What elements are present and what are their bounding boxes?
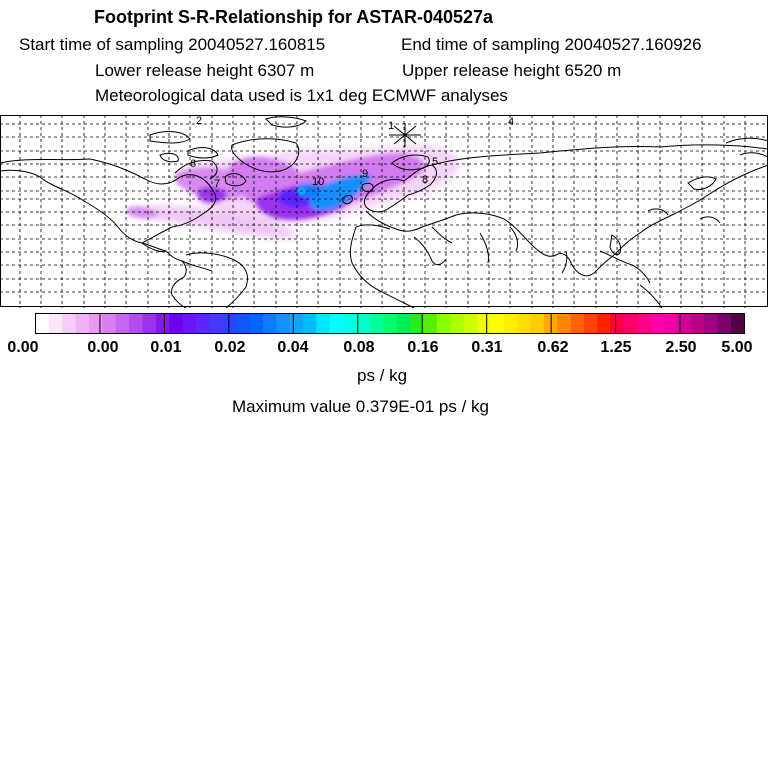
colorbar-tick-label: 5.00 xyxy=(721,339,753,356)
colorbar-swatch xyxy=(129,313,144,334)
colorbar-swatch xyxy=(35,313,50,334)
colorbar-swatch xyxy=(530,313,545,334)
colorbar-swatch xyxy=(62,313,77,334)
upper-height-text: Upper release height 6520 m xyxy=(402,61,622,80)
colorbar-swatch xyxy=(343,313,358,334)
colorbar-swatch xyxy=(249,313,264,334)
contour-label: 8 xyxy=(422,174,428,186)
contour-label: 1 xyxy=(388,120,394,132)
colorbar-swatch xyxy=(503,313,518,334)
colorbar-tick-label: 0.00 xyxy=(87,339,119,356)
colorbar-swatch xyxy=(182,313,197,334)
contour-label: 9 xyxy=(362,168,368,180)
colorbar-swatch xyxy=(303,313,318,334)
colorbar-swatch xyxy=(610,313,625,334)
lat-lon-grid xyxy=(0,115,768,308)
met-data-text: Meteorological data used is 1x1 deg ECMW… xyxy=(95,86,508,105)
colorbar-tick-label: 0.00 xyxy=(7,339,39,356)
lower-height-text: Lower release height 6307 m xyxy=(95,61,315,80)
receptor-asterisk-icon xyxy=(389,123,421,147)
colorbar-swatch xyxy=(262,313,277,334)
end-time-text: End time of sampling 20040527.160926 xyxy=(401,35,702,54)
colorbar-swatch xyxy=(717,313,732,334)
colorbar-swatch xyxy=(664,313,679,334)
colorbar-swatch xyxy=(196,313,211,334)
colorbar-swatch xyxy=(356,313,371,334)
colorbar-tick-label: 0.16 xyxy=(407,339,439,356)
colorbar-swatch xyxy=(236,313,251,334)
colorbar-tick-label: 0.04 xyxy=(277,339,309,356)
colorbar-swatch xyxy=(316,313,331,334)
contour-label: 5 xyxy=(432,156,438,168)
colorbar-swatch xyxy=(637,313,652,334)
colorbar-swatch xyxy=(650,313,665,334)
colorbar-border xyxy=(35,313,745,334)
colorbar-swatch xyxy=(169,313,184,334)
colorbar-swatch xyxy=(383,313,398,334)
colorbar-swatch xyxy=(48,313,63,334)
colorbar-swatch xyxy=(731,313,745,334)
colorbar-swatch xyxy=(209,313,224,334)
colorbar-swatch xyxy=(396,313,411,334)
colorbar-swatch xyxy=(289,313,304,334)
start-time-text: Start time of sampling 20040527.160815 xyxy=(19,35,326,54)
colorbar-swatch xyxy=(410,313,425,334)
colorbar-tick-label: 0.31 xyxy=(471,339,503,356)
colorbar-swatch xyxy=(75,313,90,334)
contour-label: 10 xyxy=(312,176,324,188)
colorbar-swatch xyxy=(624,313,639,334)
colorbar-swatch xyxy=(677,313,692,334)
contour-label: 7 xyxy=(214,178,220,190)
colorbar-swatch xyxy=(450,313,465,334)
contour-label: 2 xyxy=(196,115,202,127)
coastlines xyxy=(0,116,768,308)
footprint-map: 2 1 4 5 6 7 8 9 10 xyxy=(0,115,768,308)
colorbar-swatch xyxy=(570,313,585,334)
colorbar-swatch xyxy=(583,313,598,334)
colorbar-unit: ps / kg xyxy=(357,366,408,385)
contour-label: 6 xyxy=(190,158,196,170)
colorbar-swatch xyxy=(155,313,170,334)
colorbar-swatch xyxy=(102,313,117,334)
colorbar-swatch xyxy=(690,313,705,334)
colorbar-swatch xyxy=(276,313,291,334)
colorbar-swatch xyxy=(423,313,438,334)
contour-label: 4 xyxy=(508,116,514,128)
colorbar-tick-label: 2.50 xyxy=(665,339,697,356)
colorbar-swatch xyxy=(329,313,344,334)
colorbar-swatch xyxy=(89,313,103,334)
colorbar-tick-label: 1.25 xyxy=(600,339,632,356)
colorbar-swatch xyxy=(476,313,491,334)
colorbar-tick-label: 0.62 xyxy=(537,339,569,356)
colorbar-tick-label: 0.08 xyxy=(343,339,375,356)
maximum-value-text: Maximum value 0.379E-01 ps / kg xyxy=(232,397,490,416)
colorbar xyxy=(35,313,745,334)
colorbar-swatch xyxy=(369,313,384,334)
colorbar-swatch xyxy=(704,313,719,334)
colorbar-swatch xyxy=(436,313,451,334)
colorbar-swatch xyxy=(597,313,612,334)
colorbar-swatch xyxy=(557,313,572,334)
colorbar-swatch xyxy=(463,313,478,334)
colorbar-swatch xyxy=(490,313,505,334)
colorbar-swatch xyxy=(517,313,532,334)
page-title: Footprint S-R-Relationship for ASTAR-040… xyxy=(94,7,494,27)
colorbar-swatch xyxy=(142,313,157,334)
colorbar-swatch xyxy=(115,313,130,334)
colorbar-tick-label: 0.01 xyxy=(150,339,182,356)
colorbar-tick-label: 0.02 xyxy=(214,339,246,356)
colorbar-swatch xyxy=(222,313,237,334)
